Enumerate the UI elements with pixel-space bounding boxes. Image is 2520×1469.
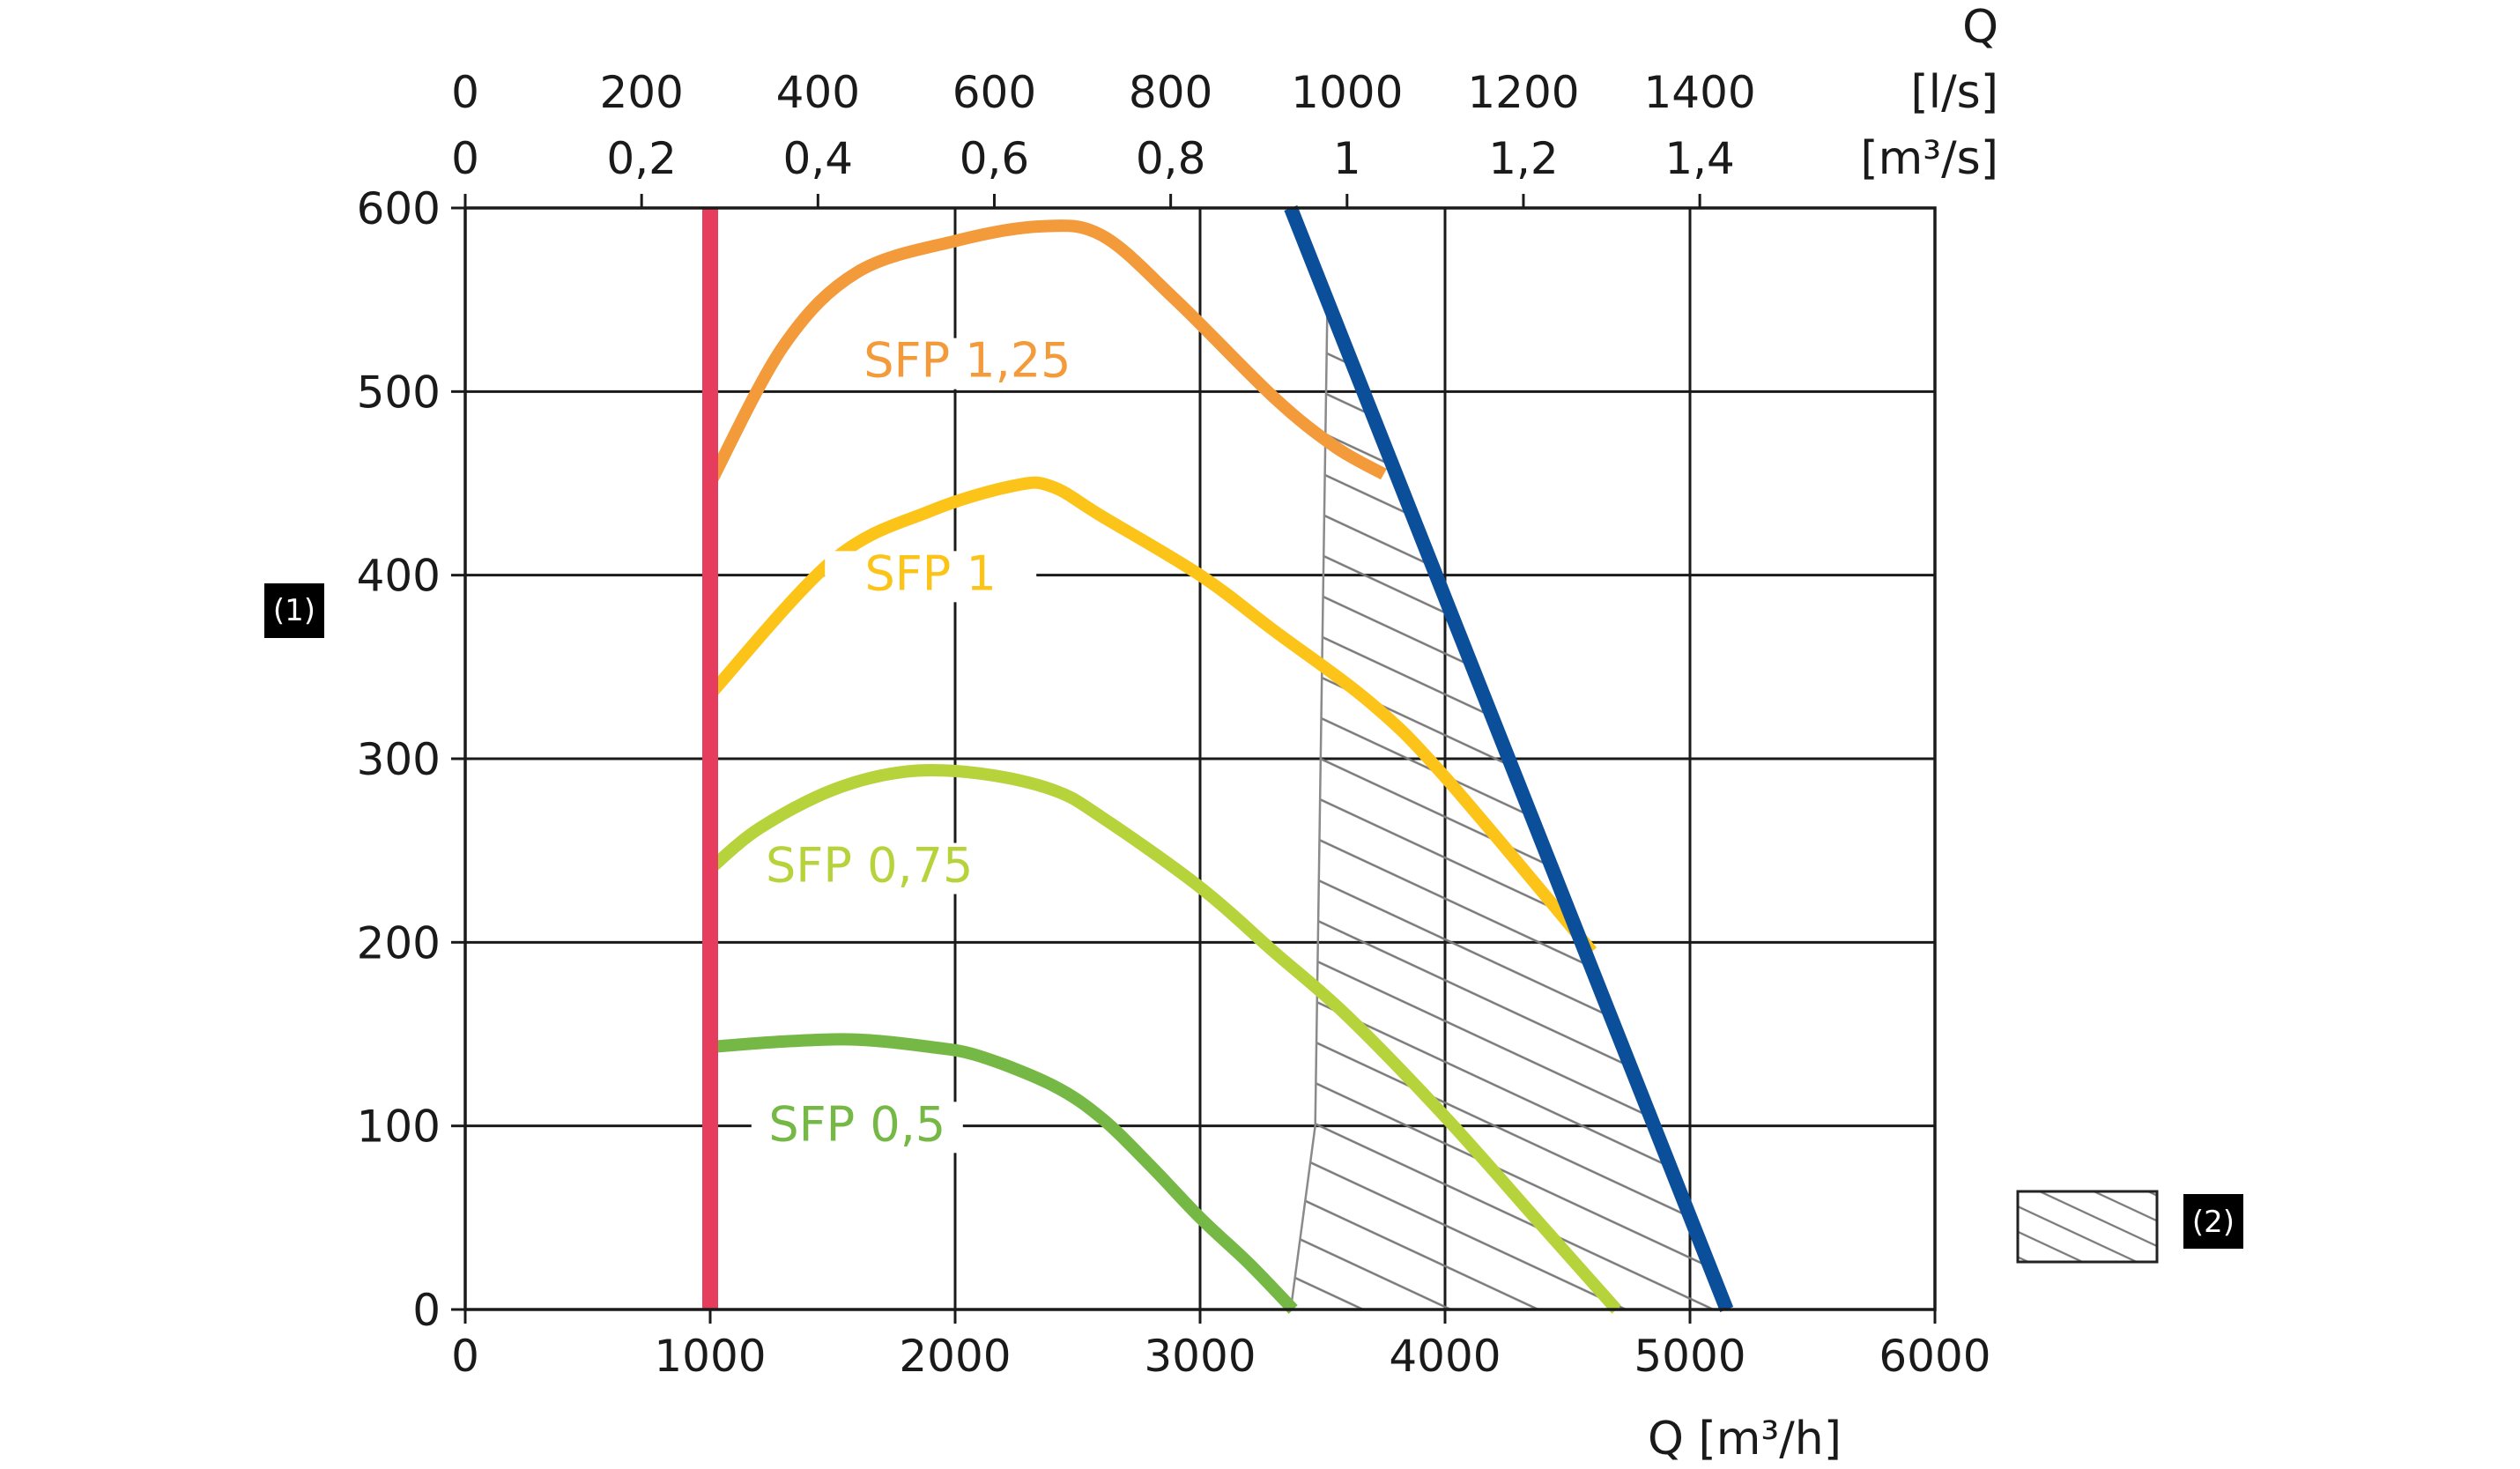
curve-label-background <box>751 1102 963 1154</box>
top-axis-title: Q <box>1962 1 1998 54</box>
curve-label-background <box>763 842 975 894</box>
top-tick-label-ls: 1000 <box>1291 67 1403 118</box>
y-tick-label: 500 <box>357 367 441 418</box>
y-tick-label: 600 <box>357 183 441 234</box>
top-tick-label-ls: 200 <box>599 67 683 118</box>
series-line-sfp-1 <box>705 476 1597 956</box>
max-limit-line <box>1284 205 1734 1312</box>
top-tick-label-ls: 600 <box>952 67 1036 118</box>
top-tick-label-ls: 0 <box>451 67 479 118</box>
x-tick-label: 1000 <box>654 1331 766 1382</box>
top-tick-label-m3s: 0,2 <box>606 133 677 184</box>
y-tick-label: 300 <box>357 734 441 785</box>
y-tick-label: 400 <box>357 551 441 602</box>
y-tick-label: 0 <box>412 1285 441 1336</box>
hatched-region-legend-badge <box>2183 1194 2243 1249</box>
curve-label-background <box>825 551 1037 603</box>
top-axis-unit-ls: [l/s] <box>1910 66 1998 119</box>
top-tick-label-ls: 1400 <box>1643 67 1755 118</box>
x-tick-label: 5000 <box>1634 1331 1745 1382</box>
curve-label: SFP 1 <box>864 545 996 601</box>
y-axis-label: (1) <box>273 593 315 628</box>
top-tick-label-m3s: 0,8 <box>1136 133 1206 184</box>
top-axis-unit-m3s: [m³/s] <box>1860 132 1998 185</box>
hatched-region-legend-swatch <box>2016 1190 2159 1264</box>
x-tick-label: 3000 <box>1144 1331 1256 1382</box>
y-tick-label: 100 <box>357 1102 441 1153</box>
curve-label: SFP 0,5 <box>768 1096 945 1152</box>
y-tick-label: 200 <box>357 917 441 968</box>
top-tick-label-m3s: 1 <box>1333 133 1361 184</box>
x-tick-label: 6000 <box>1879 1331 1990 1382</box>
top-tick-label-m3s: 0,4 <box>783 133 854 184</box>
curve-label: SFP 0,75 <box>766 838 973 894</box>
x-tick-label: 0 <box>451 1331 479 1382</box>
top-tick-label-ls: 1200 <box>1467 67 1579 118</box>
top-tick-label-m3s: 1,4 <box>1664 133 1735 184</box>
x-tick-label: 4000 <box>1389 1331 1501 1382</box>
y-axis-label-badge <box>264 583 324 638</box>
hatched-region-legend-label: (2) <box>2192 1205 2235 1240</box>
top-tick-label-ls: 800 <box>1129 67 1212 118</box>
top-tick-label-m3s: 0,6 <box>960 133 1030 184</box>
series-line-sfp-0-75 <box>706 763 1621 1314</box>
curve-label: SFP 1,25 <box>863 333 1071 389</box>
series-line-sfp-0-5 <box>709 1033 1298 1314</box>
x-axis-title: Q [m³/h] <box>1648 1413 1842 1465</box>
x-tick-label: 2000 <box>899 1331 1011 1382</box>
series-line-sfp-1-25 <box>704 219 1387 486</box>
curve-label-background <box>861 338 1073 390</box>
top-tick-label-m3s: 1,2 <box>1488 133 1559 184</box>
top-tick-label-m3s: 0 <box>451 133 479 184</box>
top-tick-label-ls: 400 <box>776 67 860 118</box>
